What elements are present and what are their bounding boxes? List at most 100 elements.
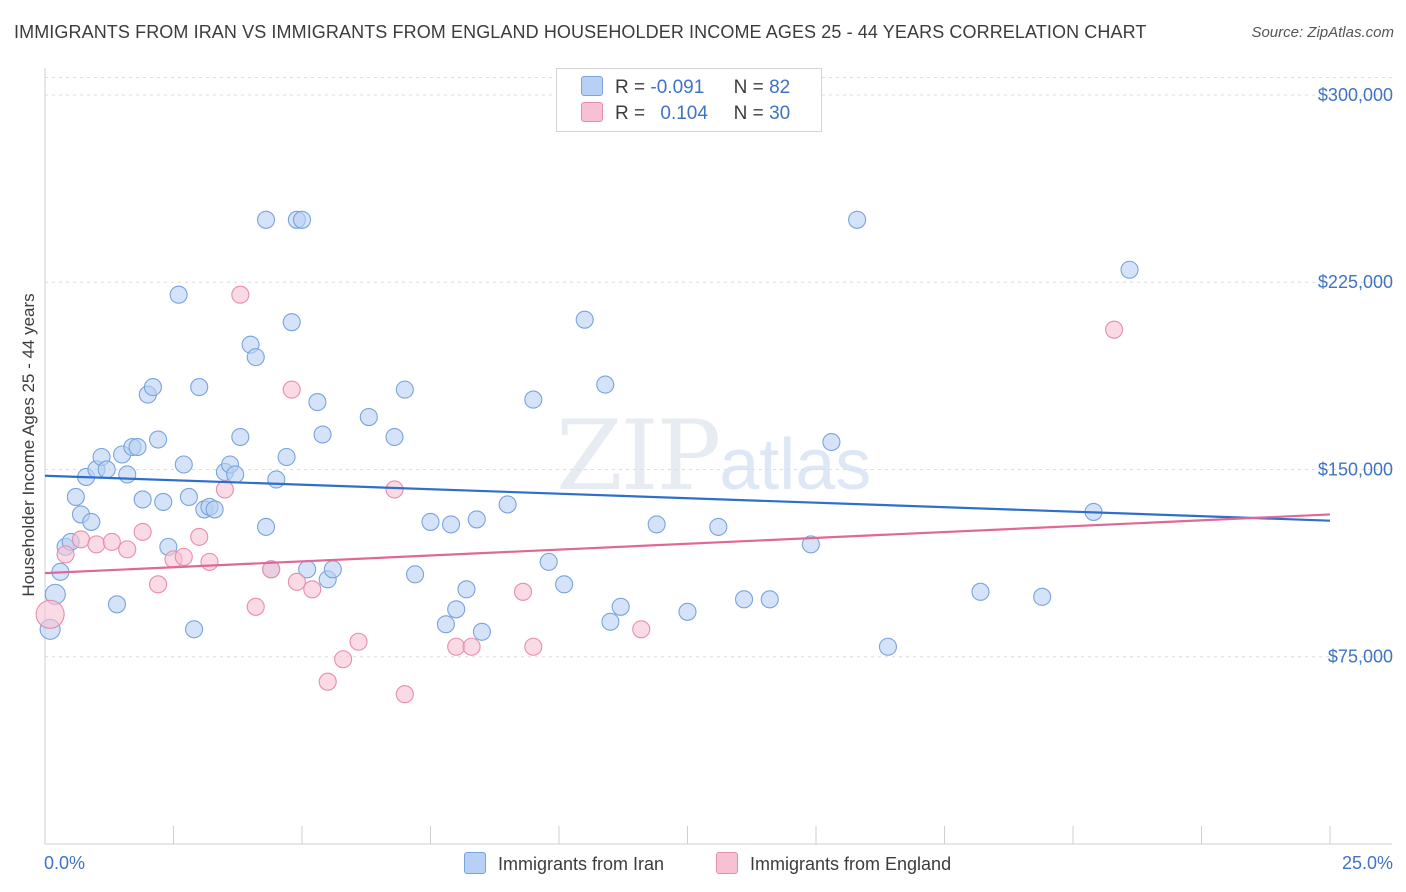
point-iran-51 <box>385 427 404 447</box>
legend-swatch-england <box>581 102 603 122</box>
point-england-14 <box>246 597 265 616</box>
point-england-6 <box>133 522 152 541</box>
point-iran-44 <box>292 210 312 229</box>
x-tick-label-end: 25.0% <box>1342 853 1393 873</box>
bottom-legend-swatch-iran <box>464 852 486 874</box>
point-england-16 <box>282 380 301 399</box>
point-iran-38 <box>256 517 276 536</box>
point-iran-21 <box>154 492 173 511</box>
point-england-27 <box>524 637 543 656</box>
legend-n-value-england: 30 <box>769 103 791 124</box>
y-tick-label-3: $300,000 <box>1318 85 1393 105</box>
y-tick-label-2: $225,000 <box>1318 272 1393 292</box>
point-england-21 <box>349 632 368 651</box>
point-england-10 <box>190 527 209 546</box>
source-credit: Source: ZipAtlas.com <box>1251 24 1394 41</box>
point-iran-52 <box>395 380 414 399</box>
point-england-1 <box>56 545 75 564</box>
point-england-2 <box>71 530 91 549</box>
trend-line-iran <box>44 474 1331 522</box>
watermark-atlas: atlas <box>719 425 872 505</box>
legend-n-label-iran: N = <box>733 77 764 98</box>
point-iran-49 <box>323 560 342 579</box>
point-england-19 <box>318 672 337 691</box>
point-iran-60 <box>472 622 491 641</box>
point-iran-47 <box>313 425 332 444</box>
point-iran-74 <box>801 535 820 554</box>
point-iran-14 <box>118 465 137 484</box>
point-england-18 <box>303 580 322 599</box>
point-england-11 <box>200 552 219 571</box>
watermark: ZIPatlas <box>556 400 871 512</box>
point-iran-42 <box>282 313 301 332</box>
point-iran-54 <box>421 512 440 531</box>
point-england-24 <box>447 637 466 656</box>
point-iran-79 <box>1033 587 1052 606</box>
point-england-3 <box>87 535 106 554</box>
point-iran-36 <box>246 348 265 367</box>
bottom-legend-england: Immigrants from England <box>716 852 951 875</box>
point-iran-66 <box>596 375 615 394</box>
legend-r-value-iran: -0.091 <box>650 77 705 98</box>
point-england-26 <box>513 582 533 601</box>
point-england-12 <box>215 480 234 499</box>
bottom-legend-iran: Immigrants from Iran <box>464 852 664 875</box>
point-iran-12 <box>107 595 127 614</box>
point-iran-56 <box>442 515 461 534</box>
legend-r-label-iran: R = <box>615 77 646 98</box>
y-axis-title: Householder Income Ages 25 - 44 years <box>19 293 38 596</box>
point-iran-25 <box>179 487 198 506</box>
point-iran-69 <box>647 515 666 534</box>
point-england-0 <box>35 599 65 629</box>
point-iran-23 <box>169 285 188 304</box>
point-iran-62 <box>524 390 543 409</box>
point-iran-11 <box>97 460 116 479</box>
point-iran-63 <box>539 552 558 571</box>
point-iran-58 <box>457 580 476 599</box>
point-iran-64 <box>555 575 574 594</box>
point-iran-20 <box>149 430 168 449</box>
point-iran-33 <box>226 465 245 484</box>
legend-swatch-iran <box>581 76 603 96</box>
point-iran-67 <box>601 612 620 631</box>
trend-line-england <box>44 513 1331 575</box>
point-iran-55 <box>436 615 455 634</box>
point-england-9 <box>174 547 193 566</box>
chart-title: IMMIGRANTS FROM IRAN VS IMMIGRANTS FROM … <box>14 22 1147 42</box>
point-iran-59 <box>467 510 486 529</box>
point-iran-53 <box>406 565 425 584</box>
point-iran-65 <box>575 310 594 329</box>
point-england-25 <box>462 637 481 656</box>
point-iran-5 <box>66 487 85 506</box>
legend-row-england: R = 0.104 N = 30 <box>581 102 790 126</box>
point-england-15 <box>262 560 281 579</box>
point-england-29 <box>1105 320 1124 339</box>
point-iran-17 <box>133 490 152 509</box>
point-england-22 <box>385 480 404 499</box>
point-iran-57 <box>447 600 466 619</box>
legend-r-label-england: R = <box>615 103 646 124</box>
point-england-5 <box>118 540 137 559</box>
point-iran-40 <box>267 470 286 489</box>
bottom-legend-swatch-england <box>716 852 738 874</box>
point-iran-26 <box>185 620 204 639</box>
y-tick-label-0: $75,000 <box>1328 647 1393 667</box>
point-iran-68 <box>611 597 630 616</box>
point-iran-70 <box>678 602 697 621</box>
point-iran-41 <box>277 447 296 467</box>
point-iran-16 <box>128 437 147 457</box>
legend-row-iran: R = -0.091 N = 82 <box>581 76 790 100</box>
point-iran-8 <box>82 512 101 531</box>
point-iran-46 <box>308 393 327 412</box>
point-iran-19 <box>143 378 162 397</box>
legend-r-value-england: 0.104 <box>660 103 708 124</box>
point-england-20 <box>334 650 353 669</box>
point-england-13 <box>231 285 250 304</box>
point-iran-61 <box>498 495 517 514</box>
watermark-zip: ZIP <box>556 400 721 512</box>
point-england-4 <box>102 532 121 551</box>
legend-n-value-iran: 82 <box>769 77 791 98</box>
legend-n-label-england: N = <box>733 103 764 124</box>
point-iran-37 <box>256 210 276 229</box>
